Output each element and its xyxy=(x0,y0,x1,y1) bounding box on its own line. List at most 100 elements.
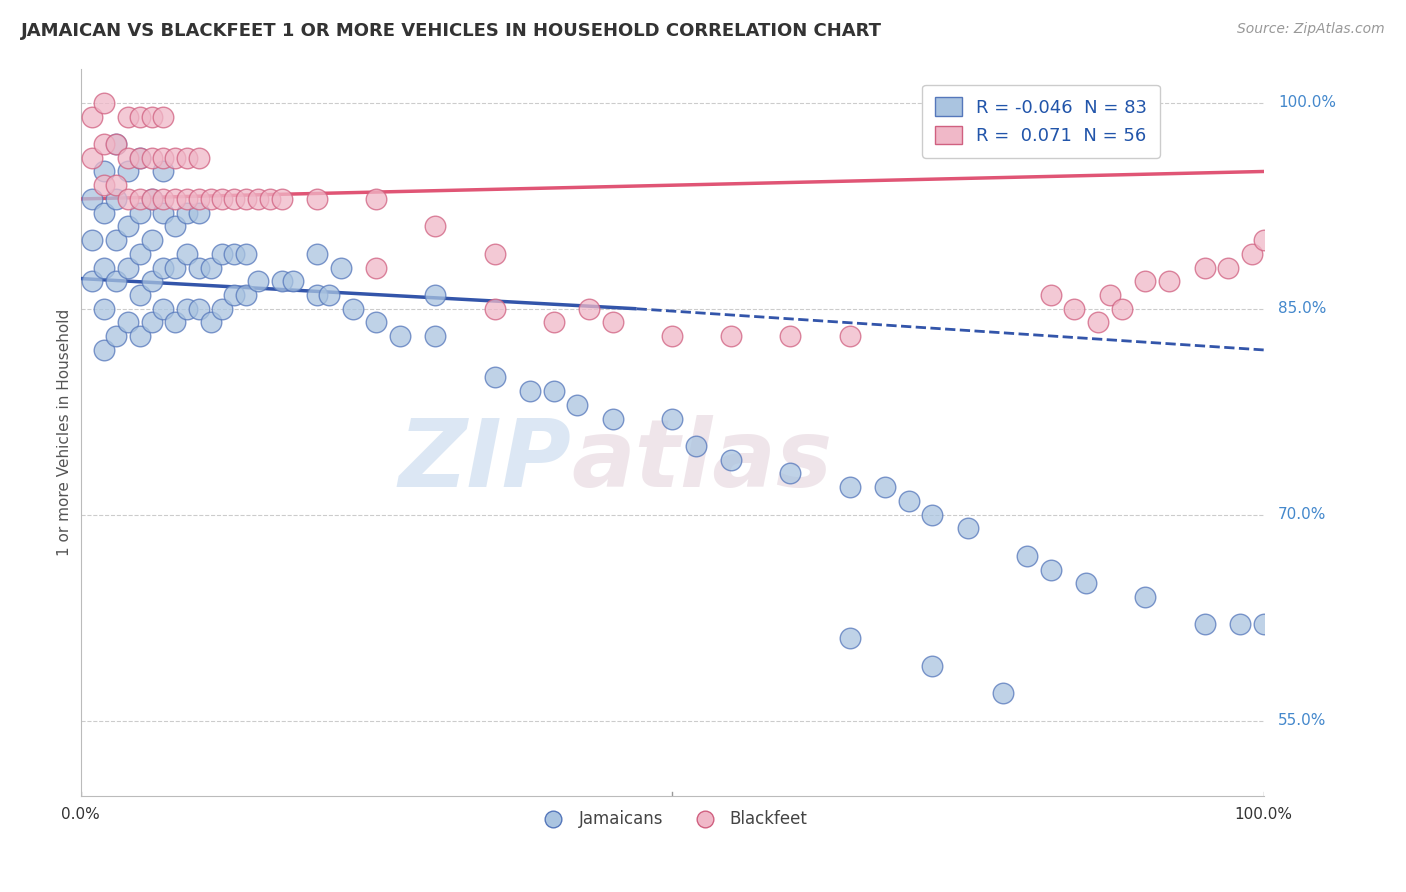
Point xyxy=(1194,260,1216,275)
Point xyxy=(93,136,115,151)
Point xyxy=(187,301,209,316)
Point xyxy=(187,205,209,219)
Text: 100.0%: 100.0% xyxy=(1234,807,1292,822)
Point xyxy=(224,288,246,302)
Point xyxy=(838,329,860,343)
Point xyxy=(602,411,624,425)
Point xyxy=(82,192,104,206)
Point xyxy=(342,301,364,316)
Point xyxy=(141,151,163,165)
Point xyxy=(366,192,388,206)
Text: 0.0%: 0.0% xyxy=(60,807,100,822)
Point xyxy=(128,110,150,124)
Point xyxy=(246,192,269,206)
Point xyxy=(329,260,352,275)
Point xyxy=(176,205,198,219)
Point xyxy=(1098,288,1121,302)
Point xyxy=(176,151,198,165)
Point xyxy=(543,384,565,398)
Point xyxy=(543,316,565,330)
Point xyxy=(425,288,447,302)
Point xyxy=(484,301,506,316)
Point xyxy=(176,192,198,206)
Point xyxy=(259,192,281,206)
Point xyxy=(141,274,163,288)
Point xyxy=(993,686,1015,700)
Point xyxy=(128,247,150,261)
Point xyxy=(93,164,115,178)
Point xyxy=(105,274,128,288)
Point xyxy=(235,247,257,261)
Point xyxy=(141,316,163,330)
Point xyxy=(1253,233,1275,247)
Point xyxy=(82,274,104,288)
Text: ZIP: ZIP xyxy=(399,416,571,508)
Point xyxy=(1253,617,1275,632)
Point xyxy=(187,151,209,165)
Point xyxy=(211,192,233,206)
Point xyxy=(1157,274,1180,288)
Point xyxy=(567,398,589,412)
Text: 100.0%: 100.0% xyxy=(1278,95,1336,111)
Point xyxy=(152,164,174,178)
Text: 85.0%: 85.0% xyxy=(1278,301,1326,317)
Point xyxy=(105,329,128,343)
Point xyxy=(235,288,257,302)
Point xyxy=(93,260,115,275)
Point xyxy=(1039,288,1062,302)
Point xyxy=(484,370,506,384)
Point xyxy=(1229,617,1251,632)
Point xyxy=(93,178,115,193)
Point xyxy=(93,343,115,357)
Point xyxy=(93,95,115,110)
Text: 70.0%: 70.0% xyxy=(1278,508,1326,522)
Point xyxy=(187,260,209,275)
Point xyxy=(117,260,139,275)
Point xyxy=(165,151,187,165)
Point xyxy=(187,192,209,206)
Point xyxy=(1076,576,1098,591)
Point xyxy=(211,247,233,261)
Point xyxy=(307,247,329,261)
Point xyxy=(165,192,187,206)
Point xyxy=(93,205,115,219)
Point xyxy=(117,219,139,234)
Point xyxy=(224,192,246,206)
Point xyxy=(1063,301,1085,316)
Point xyxy=(152,110,174,124)
Point xyxy=(128,288,150,302)
Text: atlas: atlas xyxy=(571,416,832,508)
Point xyxy=(307,192,329,206)
Text: Source: ZipAtlas.com: Source: ZipAtlas.com xyxy=(1237,22,1385,37)
Point xyxy=(1039,563,1062,577)
Point xyxy=(921,658,943,673)
Point xyxy=(82,151,104,165)
Point xyxy=(165,316,187,330)
Point xyxy=(152,205,174,219)
Point xyxy=(128,192,150,206)
Point xyxy=(128,151,150,165)
Point xyxy=(93,301,115,316)
Point xyxy=(425,329,447,343)
Point xyxy=(105,192,128,206)
Point xyxy=(105,136,128,151)
Point xyxy=(82,233,104,247)
Point xyxy=(128,151,150,165)
Point xyxy=(246,274,269,288)
Point xyxy=(105,136,128,151)
Point xyxy=(82,110,104,124)
Point xyxy=(117,164,139,178)
Point xyxy=(152,260,174,275)
Point xyxy=(720,452,742,467)
Point xyxy=(270,274,292,288)
Point xyxy=(1015,549,1038,563)
Point xyxy=(425,219,447,234)
Point xyxy=(128,205,150,219)
Point xyxy=(1218,260,1240,275)
Point xyxy=(661,329,683,343)
Point xyxy=(484,247,506,261)
Point xyxy=(117,110,139,124)
Y-axis label: 1 or more Vehicles in Household: 1 or more Vehicles in Household xyxy=(58,309,72,556)
Point xyxy=(176,247,198,261)
Point xyxy=(1135,590,1157,604)
